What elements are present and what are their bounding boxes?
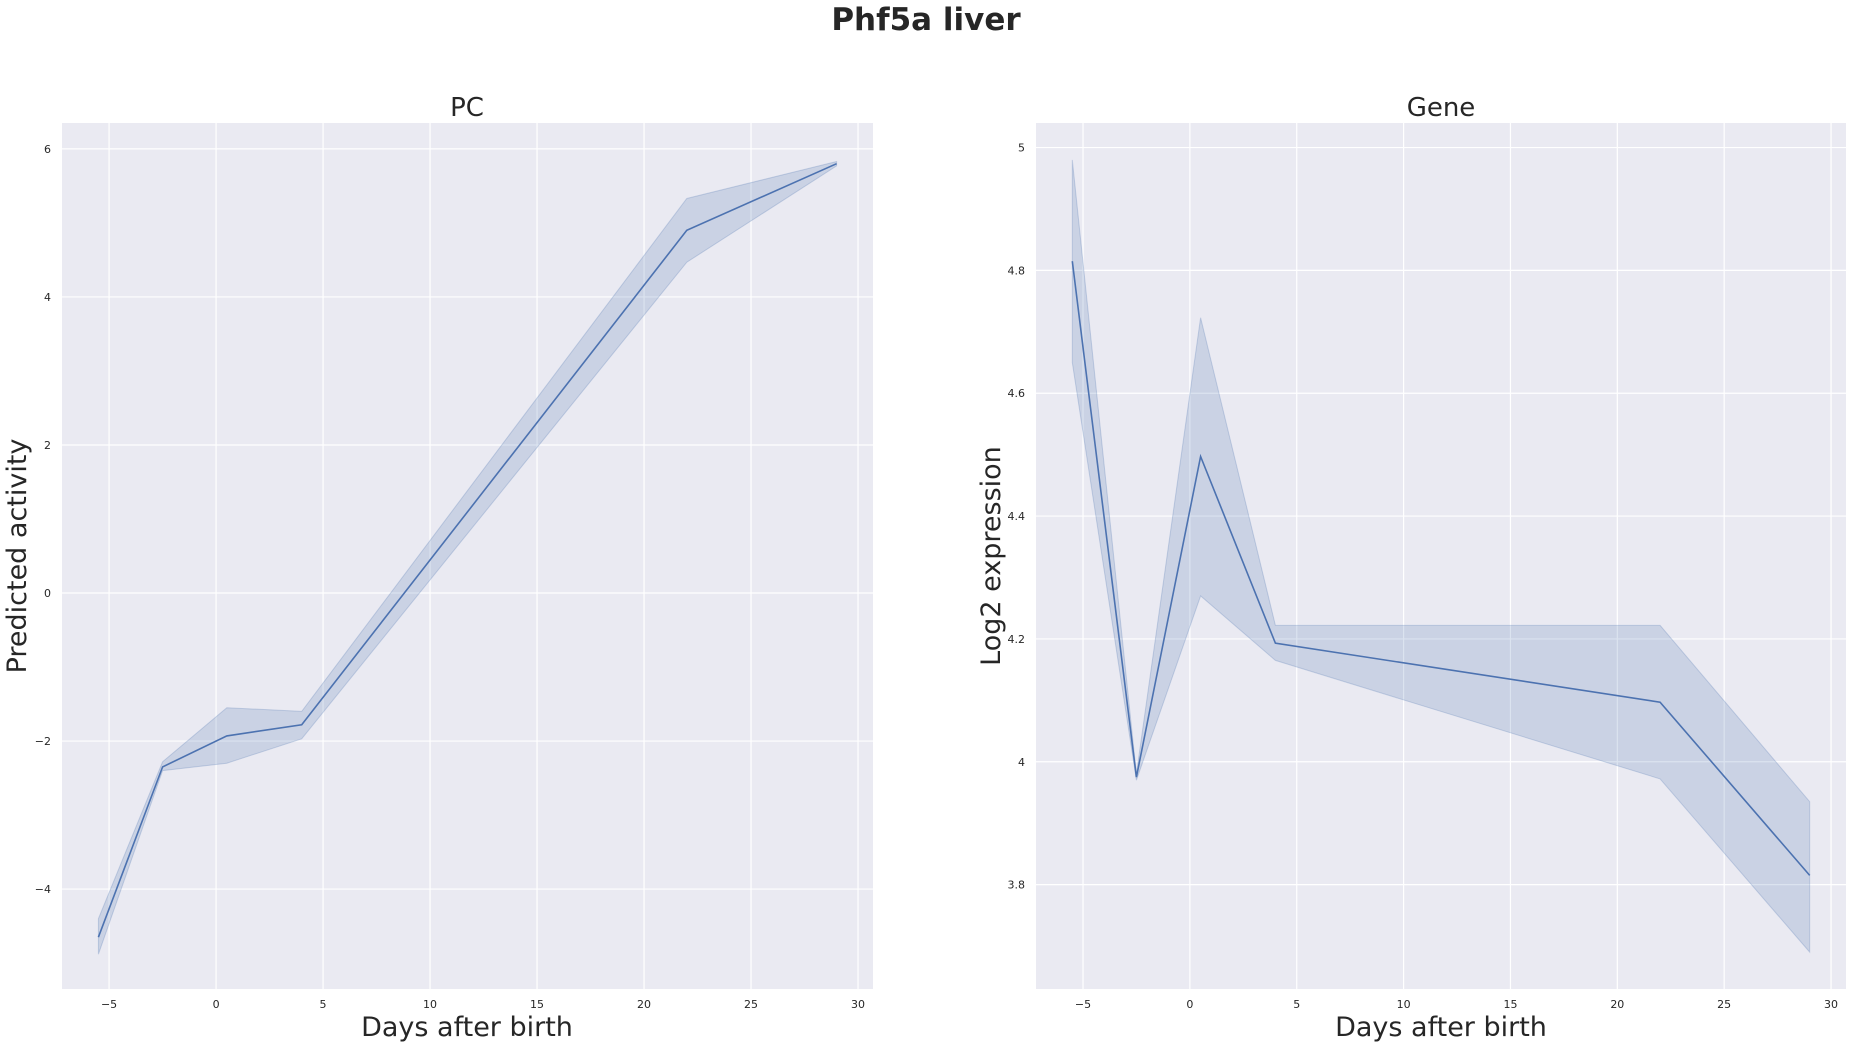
gene-y-tick-label: 4.8: [1008, 264, 1026, 277]
pc-title: PC: [450, 93, 484, 123]
pc-x-tick-label: 25: [744, 998, 758, 1011]
pc-x-tick-label: 0: [213, 998, 220, 1011]
pc-y-axis-label: Predicted activity: [2, 439, 33, 674]
gene-line-layer: [1071, 261, 1811, 876]
pc-series-line: [97, 162, 837, 938]
gene-y-axis-label: Log2 expression: [976, 446, 1007, 666]
pc-x-tick-label: 5: [320, 998, 327, 1011]
pc-y-tick-label: 4: [44, 291, 51, 304]
pc-y-tick-label: −4: [35, 883, 51, 896]
gene-title: Gene: [1407, 93, 1476, 123]
pc-y-grid: [62, 148, 873, 890]
pc-x-tick-label: 30: [851, 998, 865, 1011]
pc-line-layer: [97, 162, 837, 938]
gene-x-axis-label: Days after birth: [1335, 1012, 1547, 1043]
gene-x-tick-label: 20: [1610, 998, 1624, 1011]
pc-plot-area: [62, 123, 873, 989]
figure-title: Phf5a liver: [831, 2, 1021, 38]
gene-y-tick-label: 5: [1018, 142, 1025, 155]
gene-x-tick-label: 15: [1503, 998, 1517, 1011]
pc-ci-layer: [97, 160, 838, 955]
gene-x-tick-label: 10: [1397, 998, 1411, 1011]
gene-series-line: [1071, 261, 1811, 876]
gene-y-tick-labels: 3.8 4 4.2 4.4 4.6 4.8 5: [1008, 142, 1026, 892]
pc-x-tick-label: −5: [101, 998, 117, 1011]
pc-y-tick-label: 6: [44, 143, 51, 156]
gene-y-tick-label: 4.4: [1008, 510, 1026, 523]
gene-x-tick-label: 25: [1717, 998, 1731, 1011]
pc-panel: −5 0 5 10 15 20 25 30 −4 −2 0 2 4 6 PC Days after bi…: [2, 93, 873, 1043]
gene-x-tick-label: 0: [1186, 998, 1193, 1011]
gene-confidence-band: [1071, 159, 1811, 954]
pc-x-grid: [108, 123, 859, 989]
gene-x-tick-label: −5: [1075, 998, 1091, 1011]
gene-panel: −5 0 5 10 15 20 25 30 3.8 4 4.2 4.4 4.6 4.8 5 Gene Da…: [976, 93, 1846, 1043]
gene-x-grid: [1082, 123, 1832, 989]
gene-x-tick-label: 30: [1824, 998, 1838, 1011]
gene-y-grid: [1036, 146, 1846, 886]
gene-x-tick-label: 5: [1293, 998, 1300, 1011]
pc-x-tick-label: 15: [530, 998, 544, 1011]
gene-y-tick-label: 4.6: [1008, 387, 1026, 400]
pc-y-tick-label: 0: [44, 587, 51, 600]
pc-x-tick-labels: −5 0 5 10 15 20 25 30: [101, 998, 865, 1011]
pc-x-axis-label: Days after birth: [361, 1012, 573, 1043]
pc-y-tick-label: 2: [44, 439, 51, 452]
gene-x-tick-labels: −5 0 5 10 15 20 25 30: [1075, 998, 1838, 1011]
gene-y-tick-label: 4: [1018, 756, 1025, 769]
gene-y-tick-label: 4.2: [1008, 633, 1026, 646]
pc-x-tick-label: 20: [637, 998, 651, 1011]
pc-x-tick-label: 10: [423, 998, 437, 1011]
pc-y-tick-labels: −4 −2 0 2 4 6: [35, 143, 51, 896]
gene-plot-area: [1036, 123, 1846, 989]
pc-y-tick-label: −2: [35, 735, 51, 748]
gene-y-tick-label: 3.8: [1008, 879, 1026, 892]
pc-confidence-band: [97, 160, 838, 955]
gene-ci-layer: [1071, 159, 1811, 954]
